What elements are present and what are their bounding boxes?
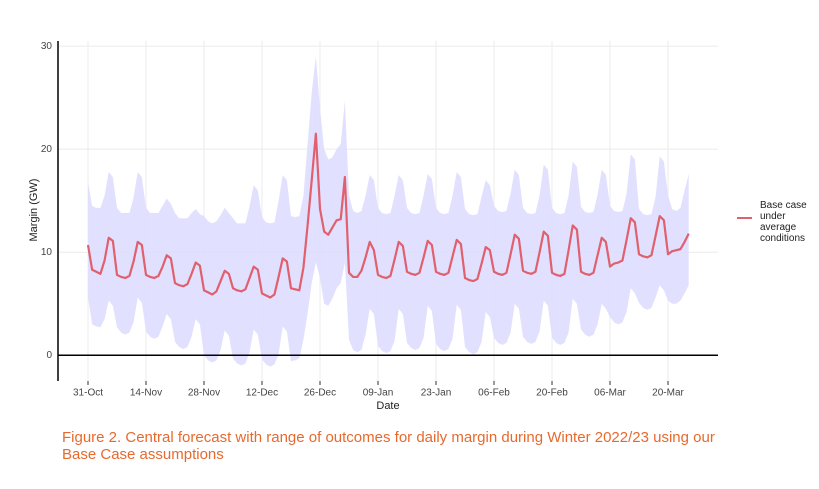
y-tick-label: 0 xyxy=(46,350,52,361)
x-tick-label: 26-Dec xyxy=(304,388,336,399)
y-axis-title: Margin (GW) xyxy=(28,179,40,242)
x-tick-label: 23-Jan xyxy=(421,388,452,399)
caption: Figure 2. Central forecast with range of… xyxy=(62,429,715,463)
y-tick-label: 10 xyxy=(41,247,53,258)
y-tick-label: 20 xyxy=(41,144,53,155)
x-tick-label: 12-Dec xyxy=(246,388,278,399)
x-tick-label: 06-Feb xyxy=(478,388,510,399)
x-tick-label: 06-Mar xyxy=(594,388,626,399)
x-tick-label: 28-Nov xyxy=(188,388,220,399)
legend-label: Base case under average conditions xyxy=(760,200,807,244)
range-band xyxy=(88,56,689,367)
x-tick-label: 31-Oct xyxy=(73,388,103,399)
x-tick-label: 20-Feb xyxy=(536,388,568,399)
x-tick-label: 14-Nov xyxy=(130,388,162,399)
x-axis-title: Date xyxy=(376,400,399,412)
x-tick-label: 20-Mar xyxy=(652,388,684,399)
x-tick-label: 09-Jan xyxy=(363,388,394,399)
y-tick-label: 30 xyxy=(41,41,53,52)
series-line xyxy=(86,132,690,299)
